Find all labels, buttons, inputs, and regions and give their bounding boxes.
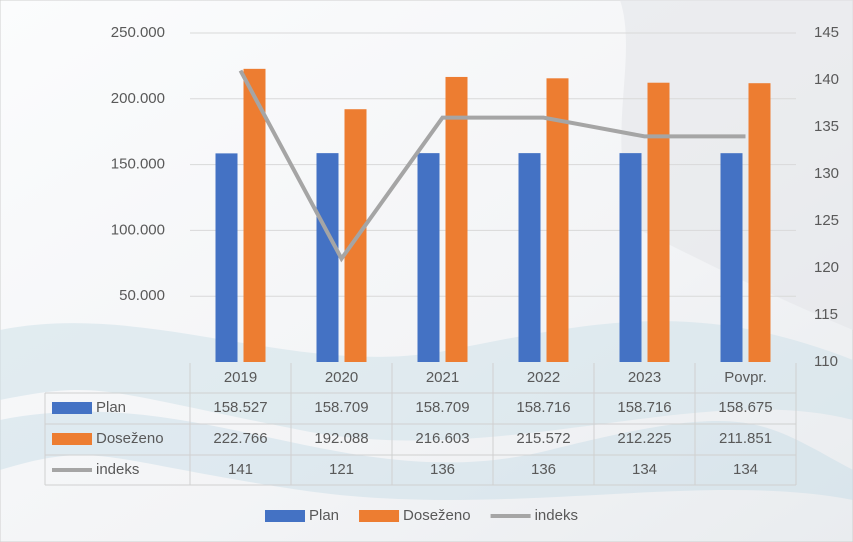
- y2-tick-label: 140: [814, 71, 839, 88]
- table-row-label: indeks: [96, 461, 139, 478]
- bar: [546, 78, 569, 362]
- table-cell: 216.603: [415, 430, 469, 447]
- table-cell: 136: [430, 461, 455, 478]
- y2-tick-label: 110: [814, 353, 838, 370]
- x-tick-label: 2019: [224, 369, 257, 386]
- legend-key: [265, 510, 305, 522]
- table-cell: 192.088: [314, 430, 368, 447]
- x-tick-label: Povpr.: [724, 369, 767, 386]
- table-cell: 158.709: [314, 399, 368, 416]
- table-cell: 141: [228, 461, 253, 478]
- legend-label: Doseženo: [403, 507, 471, 524]
- x-tick-label: 2023: [628, 369, 661, 386]
- bar: [445, 76, 468, 363]
- legend-label: indeks: [535, 507, 578, 524]
- bar: [215, 153, 238, 362]
- y-tick-label: 50.000: [119, 287, 165, 304]
- x-tick-label: 2021: [426, 369, 459, 386]
- table-row-label: Doseženo: [96, 430, 164, 447]
- bar: [518, 153, 541, 362]
- table-cell: 136: [531, 461, 556, 478]
- y-tick-label: 250.000: [111, 24, 165, 41]
- y-tick-label: 150.000: [111, 156, 165, 173]
- bar: [417, 153, 440, 362]
- table-cell: 222.766: [213, 430, 267, 447]
- bar: [344, 109, 367, 362]
- x-tick-label: 2022: [527, 369, 560, 386]
- table-cell: 158.709: [415, 399, 469, 416]
- table-cell: 158.527: [213, 399, 267, 416]
- bar: [619, 153, 642, 362]
- y-tick-label: 200.000: [111, 90, 165, 107]
- line: [238, 69, 746, 263]
- table-legend-key: [52, 433, 92, 445]
- table-legend-key: [52, 402, 92, 414]
- table-cell: 211.851: [719, 430, 772, 447]
- legend-label: Plan: [309, 507, 339, 524]
- table-cell: 158.716: [516, 399, 570, 416]
- table-cell: 121: [329, 461, 354, 478]
- bar: [316, 153, 339, 362]
- table-cell: 134: [632, 461, 657, 478]
- bar: [647, 82, 670, 362]
- y2-tick-label: 115: [814, 306, 838, 323]
- y2-tick-label: 130: [814, 165, 839, 182]
- decoration-wave: [0, 411, 853, 500]
- bar: [243, 68, 266, 363]
- table-cell: 212.225: [617, 430, 671, 447]
- y2-tick-label: 125: [814, 212, 839, 229]
- bar: [748, 83, 771, 362]
- x-tick-label: 2020: [325, 369, 358, 386]
- table-cell: 215.572: [516, 430, 570, 447]
- bar: [720, 153, 743, 362]
- legend-key: [359, 510, 400, 522]
- table-cell: 134: [733, 461, 758, 478]
- y2-tick-label: 135: [814, 118, 839, 135]
- table-row-label: Plan: [96, 399, 126, 416]
- y2-tick-label: 120: [814, 259, 839, 276]
- table-cell: 158.716: [617, 399, 671, 416]
- y2-tick-label: 145: [814, 24, 839, 41]
- table-cell: 158.675: [718, 399, 772, 416]
- y-tick-label: 100.000: [111, 221, 165, 238]
